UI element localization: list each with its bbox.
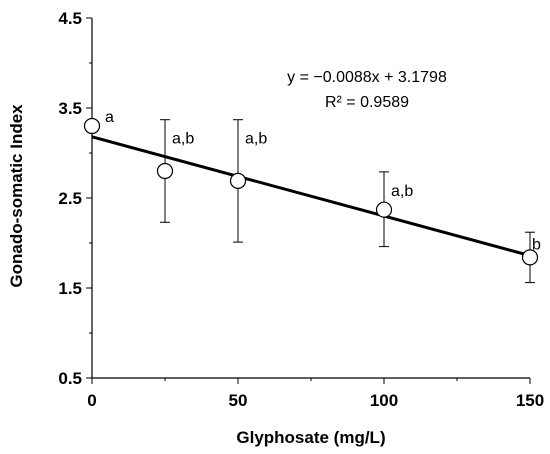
trendline-r-squared: R² = 0.9589 <box>325 94 409 111</box>
x-tick-label: 100 <box>370 391 398 410</box>
x-tick-label: 0 <box>87 391 96 410</box>
data-points <box>83 117 539 266</box>
tick-labels: 0.5 1.5 2.5 3.5 4.5 0 50 100 150 <box>58 9 544 410</box>
significance-label: a <box>105 109 114 126</box>
y-tick-label: 0.5 <box>58 369 82 388</box>
significance-label: a,b <box>245 131 267 148</box>
trendline-group <box>91 135 531 258</box>
x-tick-label: 50 <box>229 391 248 410</box>
significance-labels: a a,b a,b a,b b <box>105 109 541 253</box>
y-axis-title: Gonado-somatic Index <box>7 104 26 288</box>
data-point <box>521 249 539 266</box>
x-tick-label: 150 <box>516 391 544 410</box>
trendline-equation: y = −0.0088x + 3.1798 <box>287 69 447 86</box>
significance-label: a,b <box>172 131 194 148</box>
significance-label: b <box>532 236 541 253</box>
data-point <box>375 201 393 218</box>
x-axis-title: Glyphosate (mg/L) <box>236 428 385 447</box>
data-point <box>229 172 247 189</box>
data-point <box>156 162 174 180</box>
y-tick-label: 2.5 <box>58 189 82 208</box>
y-tick-label: 1.5 <box>58 279 82 298</box>
data-point <box>83 117 101 135</box>
y-tick-label: 4.5 <box>58 9 82 28</box>
y-tick-label: 3.5 <box>58 99 82 118</box>
significance-label: a,b <box>391 183 413 200</box>
axes <box>86 17 531 384</box>
error-bars <box>160 119 535 284</box>
trendline <box>91 135 531 258</box>
